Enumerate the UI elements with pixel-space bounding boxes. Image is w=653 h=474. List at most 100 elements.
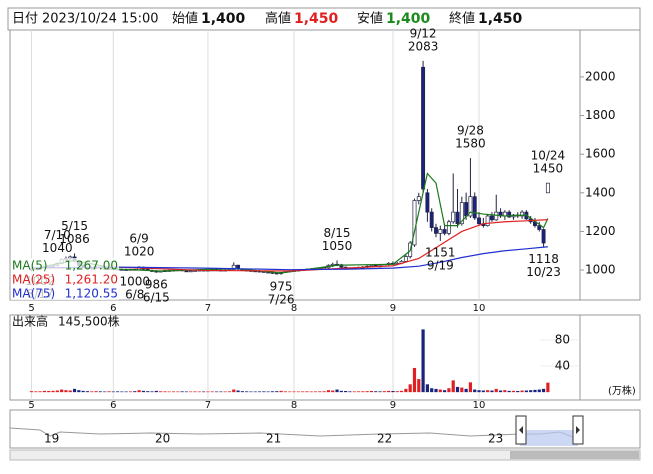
handle-arrow [576,426,580,434]
volume-bar [511,390,516,393]
candle-body [472,196,477,219]
volume-bar [60,389,64,393]
volume-bar [537,389,541,393]
legend-value: 1,120.55 [65,287,118,301]
volume-bar [361,391,365,393]
volume-bar [270,391,275,393]
x-tick-label: 9 [390,400,396,411]
candle-body [489,215,494,221]
volume-bar [305,391,309,393]
x-tick-label: 6 [110,303,116,314]
x-tick-label: 7 [205,400,211,411]
navigator-label: 21 [266,432,281,446]
volume-bar [369,390,374,393]
y-tick-label: 40 [555,359,570,373]
volume-bar [301,391,305,393]
volume-bar [387,390,391,393]
candle-body [421,66,426,190]
volume-bar [55,390,59,393]
handle-arrow [519,426,523,434]
candle-body [188,270,193,273]
candle-body [446,221,451,234]
scrollbar-thumb[interactable] [510,451,639,459]
high: 1,450 [294,11,339,27]
volume-bar [42,390,47,393]
candle-body [537,225,542,230]
candle-body [403,256,408,262]
volume-bar [107,391,111,393]
volume-bar [447,388,451,393]
volume-bar [365,391,369,393]
candle-body [507,211,512,218]
volume-bar [296,391,300,393]
volume-bar [494,388,498,393]
volume-bar [481,390,485,393]
annotation-date: 6/15 [143,290,170,304]
ma-line [31,219,548,272]
candle-body [520,211,525,217]
candle-body [416,196,421,201]
candle-body [322,267,327,270]
volume-bar [184,391,189,393]
annotation-date: 9/28 [457,124,484,138]
x-tick-label: 10 [473,303,486,314]
candle-body [434,227,438,234]
volume-bar [503,390,507,393]
annotation-date: 5/15 [61,219,88,233]
annotation-value: 1000 [120,275,151,289]
date-label: 日付 [12,12,38,27]
annotation-value: 1118 [528,252,559,266]
volume-bar [395,391,399,393]
volume-bar [146,391,150,393]
navigator: 19 20 21 22 23 [9,409,641,461]
annotation-date: 7/10 [44,228,71,242]
volume-bar [103,391,107,393]
volume-bar [124,391,128,393]
volume-bar [111,391,115,393]
candle-body [468,196,473,217]
candle-body [455,211,460,225]
volume-bar [498,390,503,393]
volume-bar [77,390,81,393]
volume-bar [486,390,490,393]
annotation-date: 8/15 [324,226,351,240]
volume-bar [68,390,72,393]
volume-bar [202,391,206,393]
candle-body [459,202,464,225]
candle-body [425,192,430,213]
volume-bar [81,390,85,393]
navigator-label: 20 [155,432,170,446]
candle-body [541,229,546,244]
volume-title: 出来高 [12,314,48,329]
volume-bar [51,390,55,393]
volume-bar [90,391,94,393]
volume-bar [382,391,386,393]
annotation-date: 10/23 [526,265,561,279]
close-label: 終値 [449,11,475,27]
legend-name: MA(25) [12,273,55,287]
volume-bar [257,391,262,393]
volume-bar [236,390,240,393]
scrollbar[interactable] [9,449,641,461]
navigator-range[interactable] [520,430,578,446]
volume-unit: (万株) [608,384,636,397]
volume-bar [154,390,158,393]
annotation-date: 6/9 [129,232,148,246]
y-tick-label: 1000 [585,263,616,277]
volume-bar [193,391,197,393]
volume-bar [288,391,292,393]
volume-bar [443,390,447,393]
volume-bar [464,388,468,393]
volume-bar [275,391,279,393]
volume-bar [266,391,270,393]
x-tick-label: 8 [291,400,297,411]
volume-bar [524,390,528,393]
volume-bar [399,390,404,393]
annotation-value: 1040 [42,241,73,255]
volume-last: 145,500株 [58,314,120,329]
volume-bar [533,389,537,393]
volume-panel [9,314,641,401]
volume-bar [408,384,412,393]
volume-bar [352,391,356,393]
candle-body [429,211,434,228]
